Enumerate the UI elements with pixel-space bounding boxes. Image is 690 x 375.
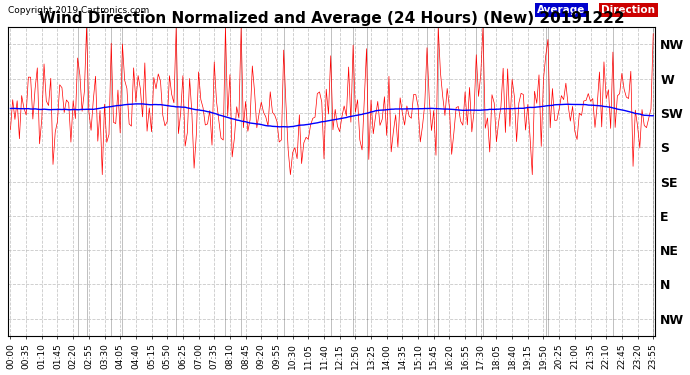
Text: Copyright 2019 Cartronics.com: Copyright 2019 Cartronics.com [8,6,150,15]
Title: Wind Direction Normalized and Average (24 Hours) (New) 20191222: Wind Direction Normalized and Average (2… [39,11,624,26]
Text: Average: Average [538,5,586,15]
Text: Direction: Direction [602,5,655,15]
